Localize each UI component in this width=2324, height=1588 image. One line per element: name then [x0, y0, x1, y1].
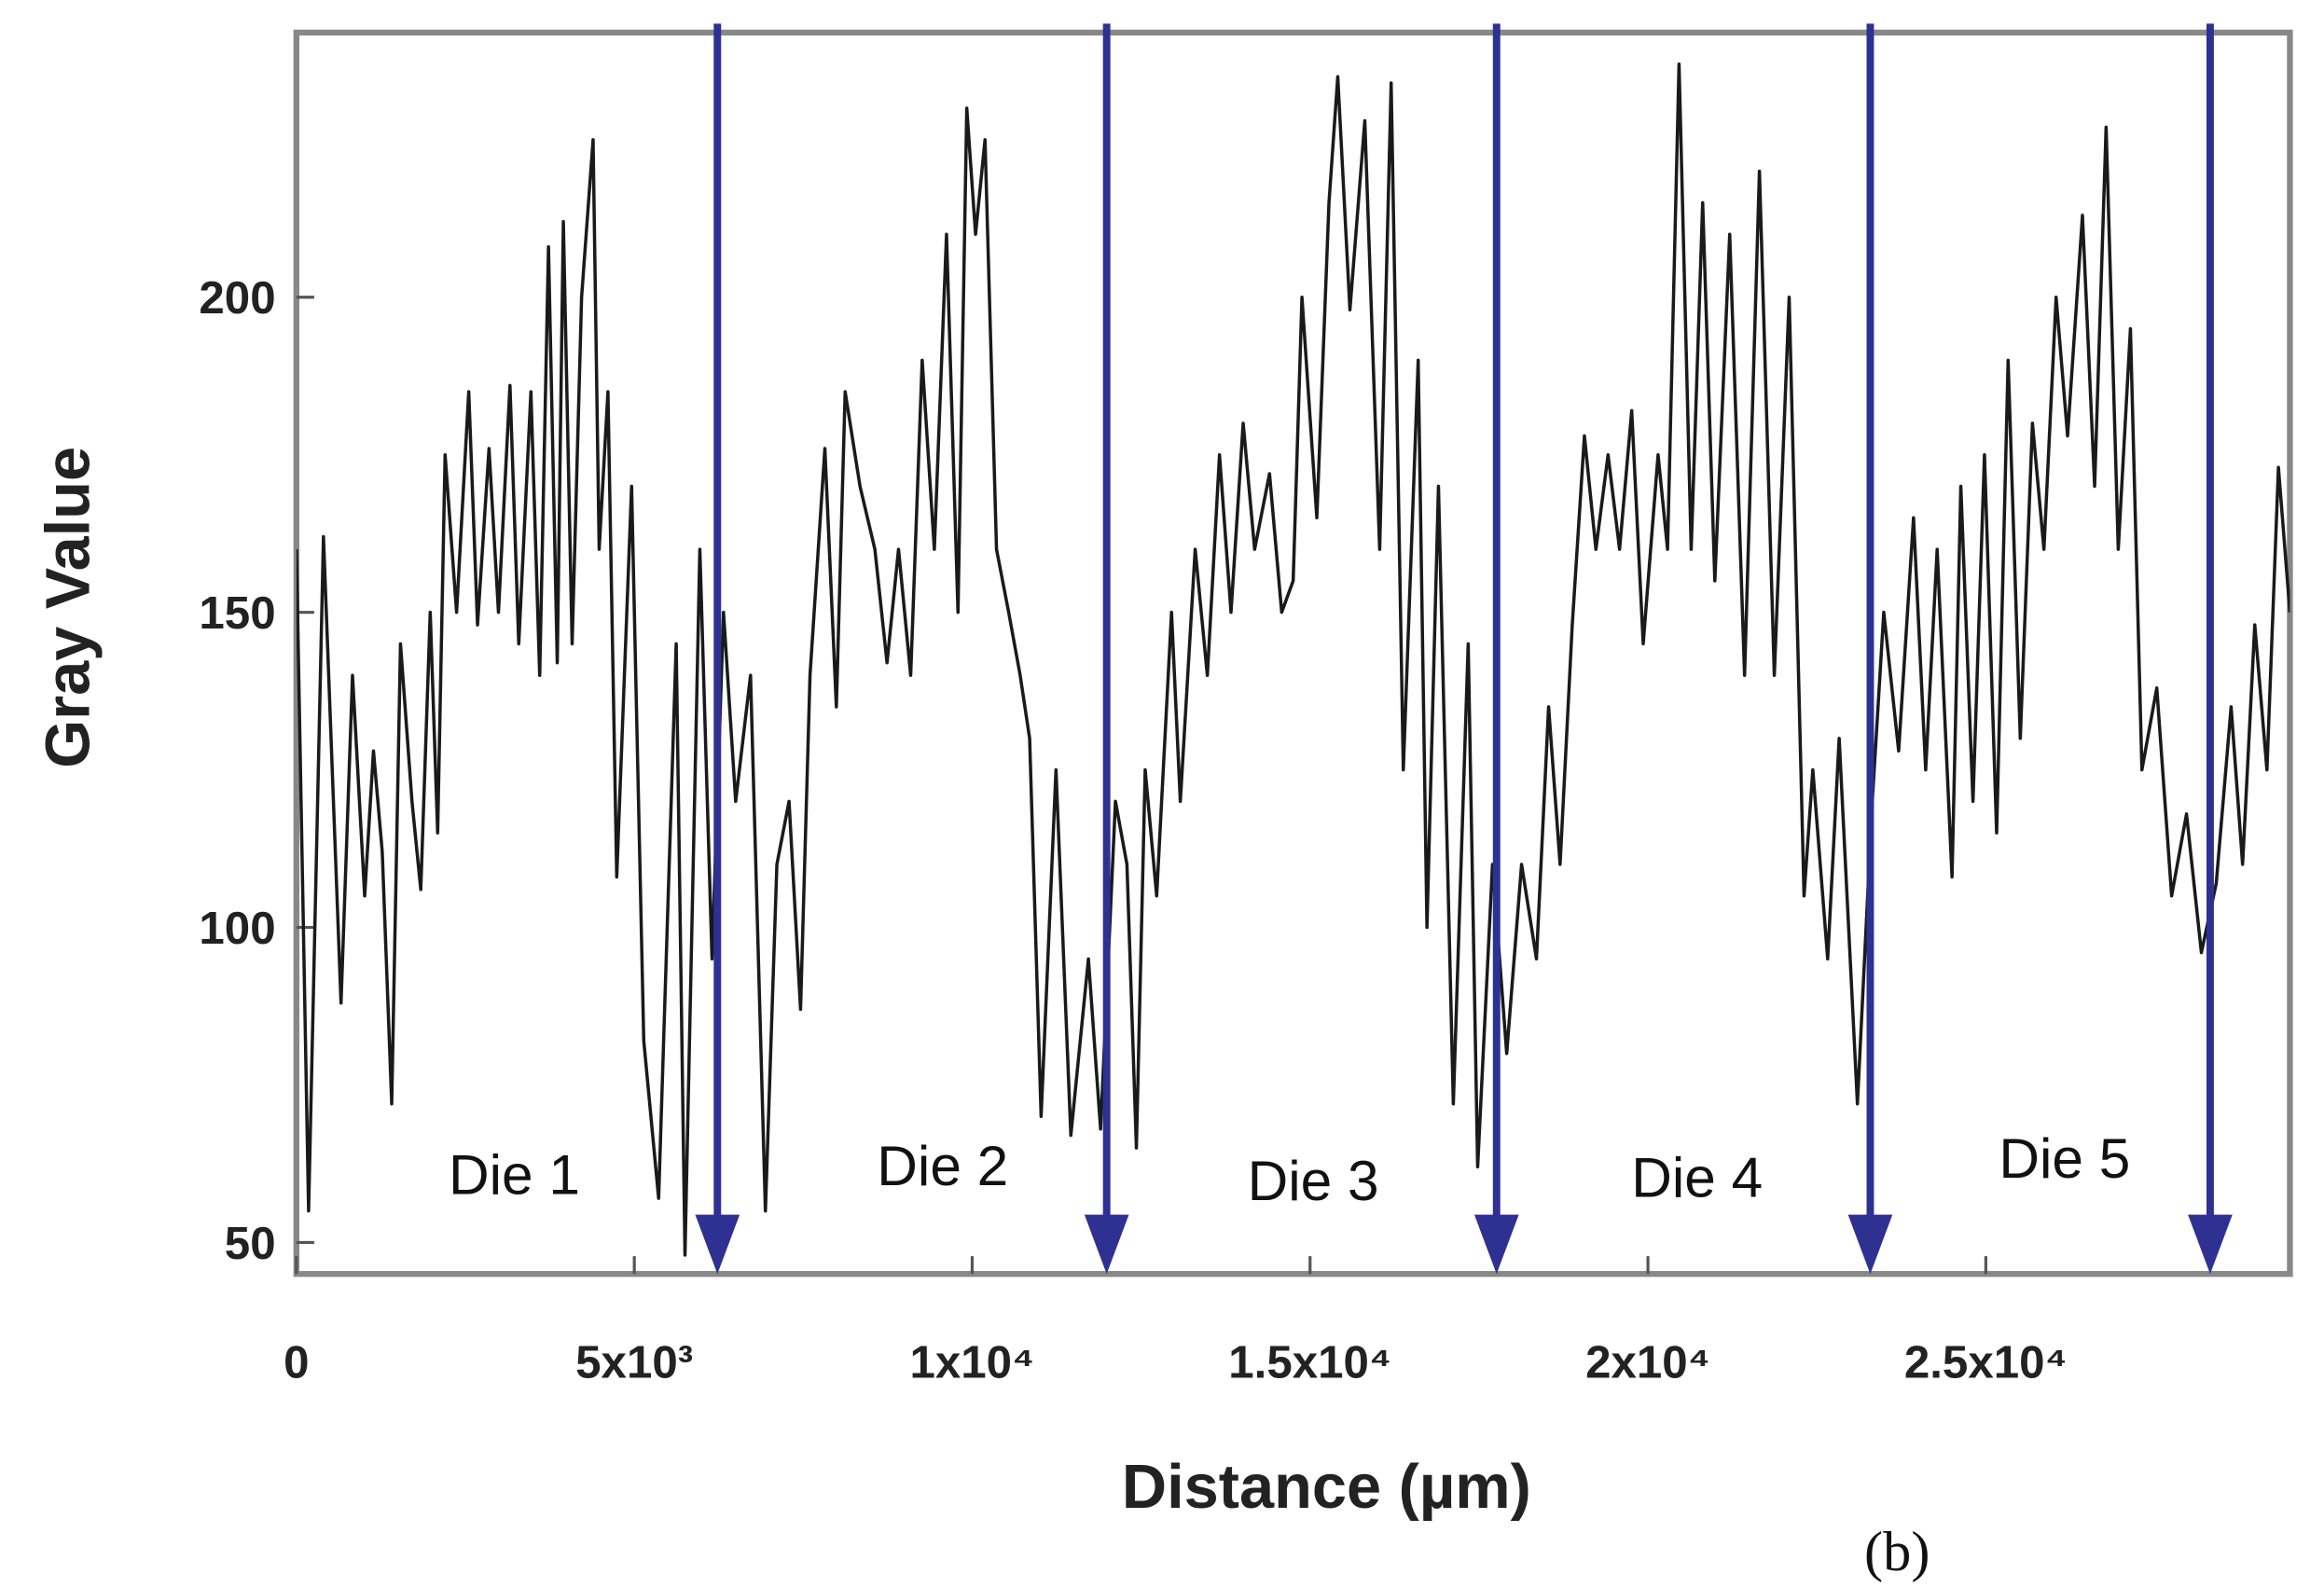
- y-tick-label: 200: [199, 272, 275, 324]
- x-tick-label: 5x10³: [575, 1336, 693, 1388]
- die-boundary-arrow: [1084, 23, 1129, 1275]
- arrow-head: [1084, 1214, 1129, 1275]
- die-boundary-arrow: [1473, 23, 1519, 1275]
- die-boundary-arrow: [2188, 23, 2233, 1275]
- arrow-head: [1847, 1214, 1893, 1275]
- plot-area: [296, 62, 2290, 1257]
- panel-label: (b): [1864, 1521, 1930, 1583]
- die-label: Die 1: [449, 1142, 580, 1206]
- die-label: Die 2: [877, 1134, 1008, 1197]
- die-boundary-arrow: [695, 23, 740, 1275]
- die-label: Die 4: [1631, 1146, 1763, 1209]
- plot-frame: [293, 29, 2293, 1277]
- arrow-head: [1473, 1214, 1519, 1275]
- y-axis-label: Gray Value: [34, 447, 103, 768]
- x-axis-label: Distance (µm): [1122, 1453, 1531, 1522]
- die-label: Die 5: [1999, 1126, 2130, 1190]
- y-tick-label: 50: [225, 1218, 276, 1269]
- arrow-head: [2188, 1214, 2233, 1275]
- data-line: [296, 62, 2290, 1257]
- x-tick-label: 2x10⁴: [1585, 1336, 1710, 1388]
- y-tick-label: 100: [199, 903, 275, 954]
- x-tick-label: 2.5x10⁴: [1904, 1336, 2068, 1388]
- arrow-head: [695, 1214, 740, 1275]
- die-label: Die 3: [1248, 1149, 1379, 1212]
- y-tick-label: 150: [199, 587, 275, 639]
- x-tick-label: 1.5x10⁴: [1228, 1336, 1391, 1388]
- die-boundary-arrow: [1847, 23, 1893, 1275]
- x-tick-label: 1x10⁴: [909, 1336, 1034, 1388]
- x-tick-label: 0: [284, 1336, 309, 1388]
